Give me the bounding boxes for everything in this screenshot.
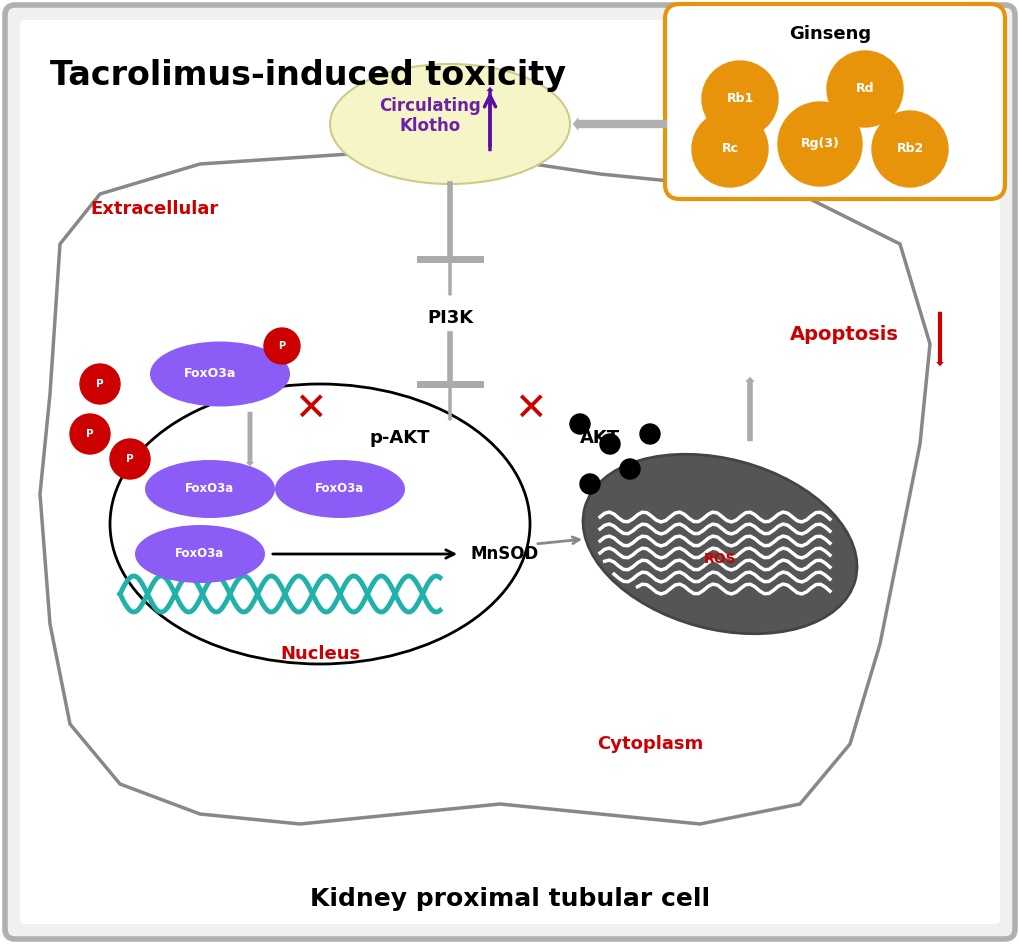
Text: FoxO3a: FoxO3a bbox=[183, 367, 236, 380]
Text: Rd: Rd bbox=[855, 82, 873, 95]
Text: ROS: ROS bbox=[703, 552, 736, 566]
FancyBboxPatch shape bbox=[5, 5, 1014, 939]
Text: Rg(3): Rg(3) bbox=[800, 138, 839, 150]
Ellipse shape bbox=[150, 342, 289, 407]
Text: Extracellular: Extracellular bbox=[90, 200, 218, 218]
Polygon shape bbox=[40, 154, 929, 824]
Circle shape bbox=[620, 459, 639, 479]
Ellipse shape bbox=[275, 460, 405, 518]
Text: ✕: ✕ bbox=[293, 390, 326, 428]
Ellipse shape bbox=[110, 384, 530, 664]
Circle shape bbox=[777, 102, 861, 186]
Text: Ginseng: Ginseng bbox=[788, 25, 870, 43]
Text: MnSOD: MnSOD bbox=[470, 545, 538, 563]
Ellipse shape bbox=[145, 460, 275, 518]
Text: Apoptosis: Apoptosis bbox=[790, 325, 898, 344]
Text: P: P bbox=[278, 341, 285, 351]
Ellipse shape bbox=[135, 525, 265, 583]
Text: Nucleus: Nucleus bbox=[279, 645, 360, 663]
Circle shape bbox=[691, 111, 767, 187]
Text: FoxO3a: FoxO3a bbox=[175, 548, 224, 561]
Text: FoxO3a: FoxO3a bbox=[185, 482, 234, 496]
Text: p-AKT: p-AKT bbox=[370, 429, 430, 447]
Text: P: P bbox=[96, 379, 104, 389]
Text: ✕: ✕ bbox=[514, 390, 546, 428]
Circle shape bbox=[639, 424, 659, 444]
Text: FoxO3a: FoxO3a bbox=[315, 482, 364, 496]
Text: Kidney proximal tubular cell: Kidney proximal tubular cell bbox=[310, 887, 709, 911]
Circle shape bbox=[599, 434, 620, 454]
Text: P: P bbox=[126, 454, 133, 464]
Ellipse shape bbox=[583, 454, 856, 633]
Circle shape bbox=[570, 414, 589, 434]
Circle shape bbox=[701, 61, 777, 137]
Text: Tacrolimus-induced toxicity: Tacrolimus-induced toxicity bbox=[50, 59, 566, 92]
Text: AKT: AKT bbox=[580, 429, 620, 447]
FancyBboxPatch shape bbox=[20, 20, 999, 924]
Circle shape bbox=[871, 111, 947, 187]
Text: Circulating
Klotho: Circulating Klotho bbox=[379, 96, 480, 135]
Text: PI3K: PI3K bbox=[427, 309, 473, 327]
Ellipse shape bbox=[330, 64, 570, 184]
Text: Rb2: Rb2 bbox=[896, 143, 923, 156]
Text: Rc: Rc bbox=[720, 143, 738, 156]
Circle shape bbox=[110, 439, 150, 479]
Circle shape bbox=[826, 51, 902, 127]
Circle shape bbox=[70, 414, 110, 454]
FancyBboxPatch shape bbox=[664, 4, 1004, 199]
Text: Cytoplasm: Cytoplasm bbox=[596, 735, 702, 753]
Circle shape bbox=[580, 474, 599, 494]
Text: P: P bbox=[86, 429, 94, 439]
Circle shape bbox=[264, 328, 300, 364]
Text: Rb1: Rb1 bbox=[726, 93, 753, 106]
Circle shape bbox=[79, 364, 120, 404]
